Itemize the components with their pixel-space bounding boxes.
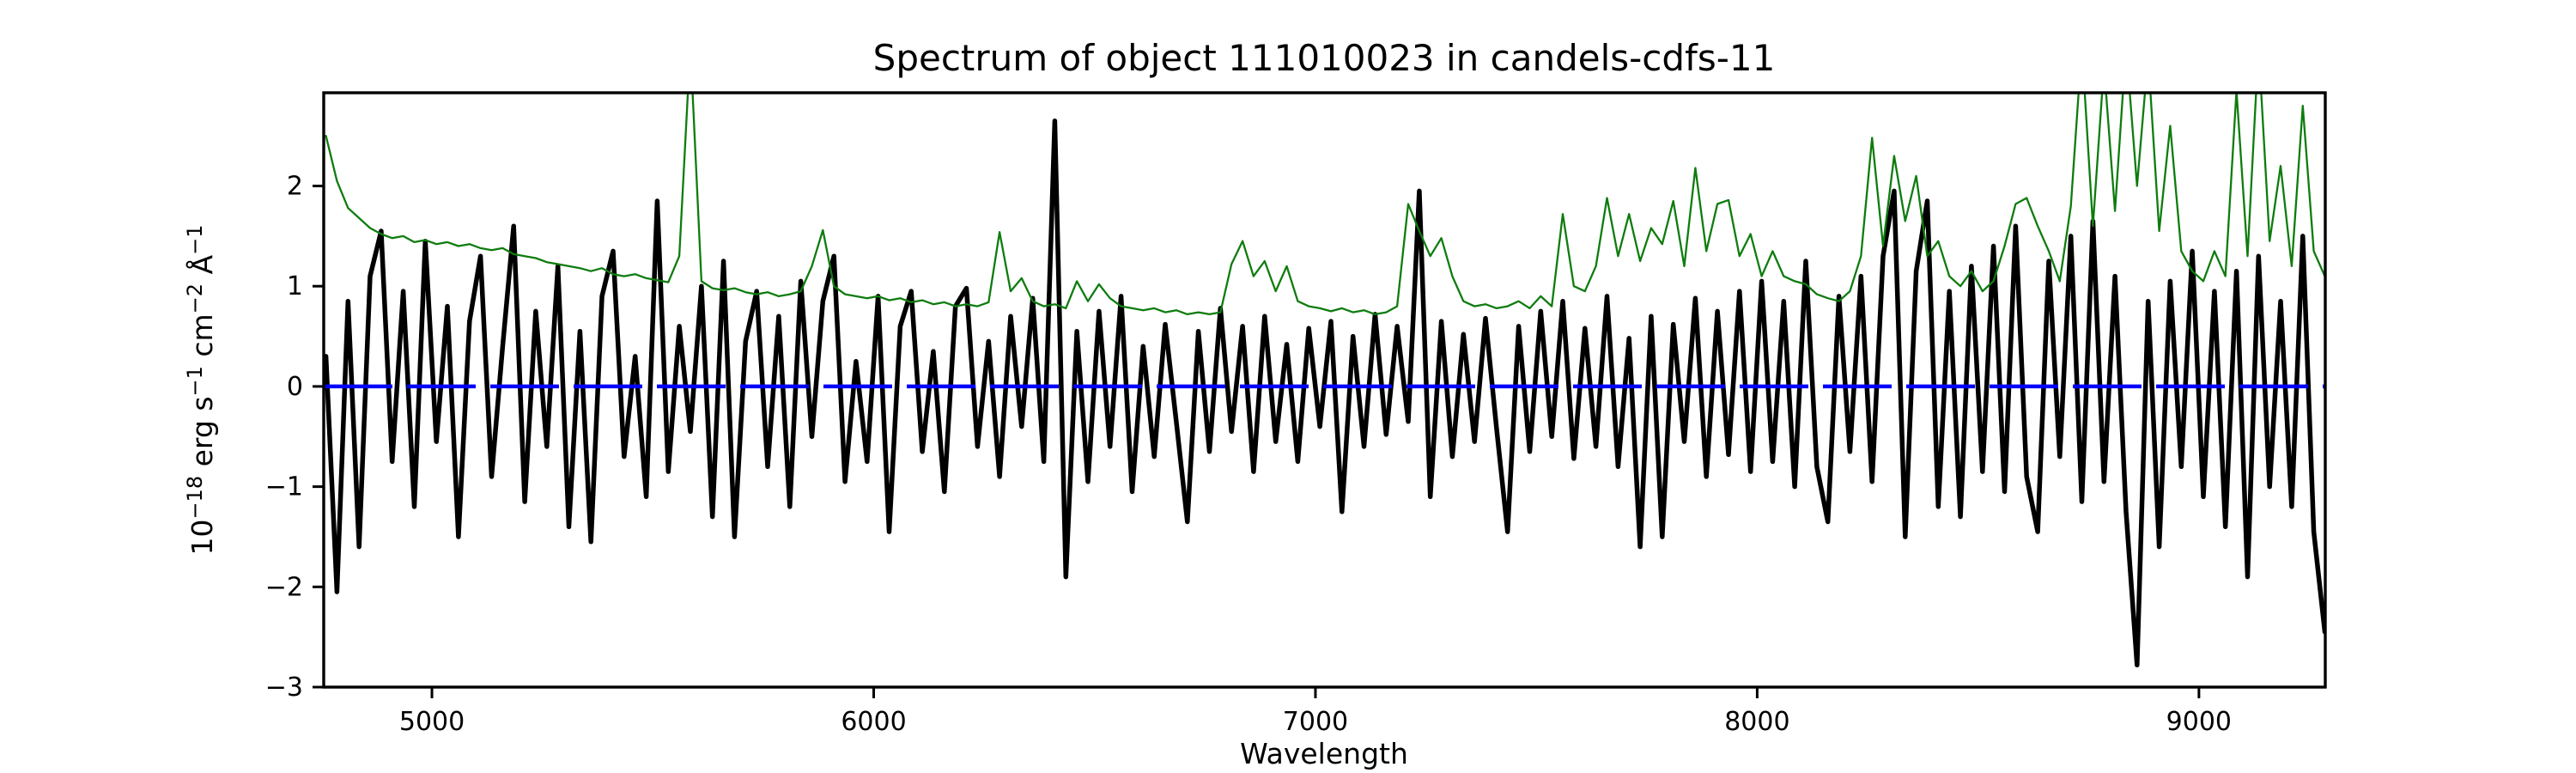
error-line bbox=[325, 93, 2325, 316]
x-axis-label: Wavelength bbox=[1240, 737, 1408, 770]
chart-title: Spectrum of object 111010023 in candels-… bbox=[873, 37, 1776, 79]
y-tick-label: −3 bbox=[265, 673, 303, 703]
y-label-superscript: −1 bbox=[183, 224, 207, 254]
y-label-text: Å bbox=[185, 254, 219, 283]
series-layer bbox=[324, 93, 2325, 668]
y-label-superscript: −18 bbox=[183, 476, 207, 520]
x-tick-label: 7000 bbox=[1283, 707, 1348, 737]
y-tick-label: 2 bbox=[287, 172, 303, 202]
y-label-text: 10 bbox=[185, 520, 219, 556]
axes-spines bbox=[322, 91, 2327, 689]
y-tick-label: 0 bbox=[287, 372, 303, 402]
axes-layer: 5000 6000 7000 8000 9000 −3 −2 −1 0 1 2 bbox=[265, 91, 2327, 737]
y-tick-label: −2 bbox=[265, 572, 303, 602]
flux-line bbox=[324, 118, 2325, 668]
x-tick-label: 6000 bbox=[841, 707, 906, 737]
x-tick-label: 5000 bbox=[399, 707, 465, 737]
x-tick-label: 9000 bbox=[2166, 707, 2232, 737]
y-label-text: cm bbox=[185, 313, 219, 366]
y-tick-label: 1 bbox=[287, 271, 303, 301]
y-tick-label: −1 bbox=[265, 472, 303, 502]
y-axis-label: 10−18 erg s−1 cm−2 Å−1 bbox=[183, 224, 219, 555]
y-label-text: erg s bbox=[185, 396, 219, 475]
y-label-superscript: −1 bbox=[183, 366, 207, 396]
x-tick-label: 8000 bbox=[1724, 707, 1789, 737]
y-label-superscript: −2 bbox=[183, 283, 207, 313]
